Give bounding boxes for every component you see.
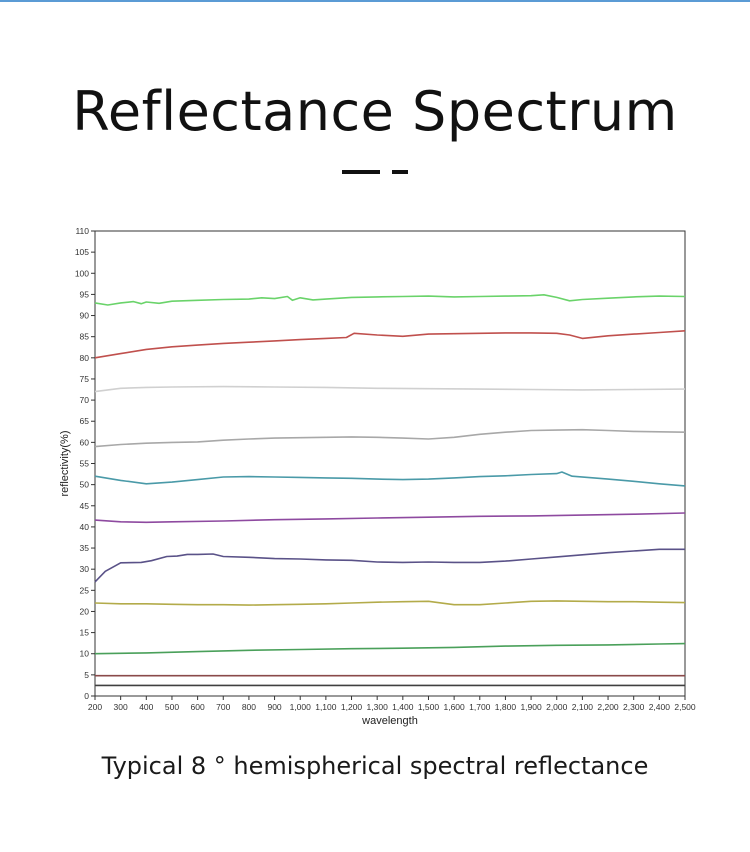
y-tick-label: 75 bbox=[80, 374, 90, 384]
y-tick-label: 0 bbox=[84, 691, 89, 701]
title-dash-long bbox=[342, 170, 380, 174]
series-line-2 bbox=[94, 330, 686, 359]
y-tick-label: 90 bbox=[80, 311, 90, 321]
x-tick-label: 600 bbox=[191, 702, 205, 712]
y-tick-label: 15 bbox=[80, 628, 90, 638]
x-tick-label: 500 bbox=[165, 702, 179, 712]
x-tick-label: 2,300 bbox=[623, 702, 645, 712]
x-tick-label: 1,700 bbox=[469, 702, 491, 712]
y-tick-label: 50 bbox=[80, 480, 90, 490]
x-tick-label: 700 bbox=[216, 702, 230, 712]
y-tick-label: 5 bbox=[84, 670, 89, 680]
x-tick-label: 900 bbox=[267, 702, 281, 712]
top-accent-rule bbox=[0, 0, 750, 2]
y-tick-label: 35 bbox=[80, 543, 90, 553]
x-tick-label: 400 bbox=[139, 702, 153, 712]
x-tick-label: 1,600 bbox=[443, 702, 465, 712]
x-tick-label: 1,200 bbox=[341, 702, 363, 712]
y-tick-label: 100 bbox=[75, 268, 89, 278]
y-tick-label: 55 bbox=[80, 459, 90, 469]
x-tick-label: 1,500 bbox=[418, 702, 440, 712]
page-title: Reflectance Spectrum bbox=[72, 80, 678, 143]
x-tick-label: 1,100 bbox=[315, 702, 337, 712]
y-tick-label: 10 bbox=[80, 649, 90, 659]
x-tick-label: 300 bbox=[114, 702, 128, 712]
y-tick-label: 105 bbox=[75, 247, 89, 257]
x-tick-label: 1,400 bbox=[392, 702, 414, 712]
series-line-5 bbox=[94, 471, 686, 487]
y-axis-label: reflectivity(%) bbox=[59, 430, 71, 496]
series-line-4 bbox=[94, 428, 686, 448]
series-line-3 bbox=[94, 385, 686, 393]
series-line-7 bbox=[94, 548, 685, 583]
x-tick-label: 1,900 bbox=[520, 702, 542, 712]
y-tick-label: 20 bbox=[80, 606, 90, 616]
series-line-8 bbox=[94, 600, 686, 606]
y-tick-label: 25 bbox=[80, 585, 90, 595]
y-tick-label: 95 bbox=[80, 289, 90, 299]
chart-svg: 0 5 10 15 20 25 30 35 40 45 50 55 60 65 70 75 80 85 90 95 10… bbox=[59, 226, 696, 727]
x-tick-label: 2,500 bbox=[674, 702, 696, 712]
y-tick-label: 30 bbox=[80, 564, 90, 574]
x-tick-label: 800 bbox=[242, 702, 256, 712]
y-tick-label: 110 bbox=[75, 226, 89, 236]
title-dash-short bbox=[392, 170, 408, 174]
series-line-9 bbox=[94, 642, 686, 655]
x-tick-label: 1,300 bbox=[367, 702, 389, 712]
y-tick-label: 70 bbox=[80, 395, 90, 405]
x-tick-label: 200 bbox=[88, 702, 102, 712]
y-tick-label: 45 bbox=[80, 501, 90, 511]
y-tick-label: 85 bbox=[80, 332, 90, 342]
y-tick-label: 65 bbox=[80, 416, 90, 426]
x-axis-label: wavelength bbox=[361, 715, 418, 727]
x-tick-label: 2,000 bbox=[546, 702, 568, 712]
series-line-1 bbox=[94, 294, 686, 306]
reflectance-chart: 0 5 10 15 20 25 30 35 40 45 50 55 60 65 70 75 80 85 90 95 10… bbox=[0, 215, 750, 735]
y-tick-label: 60 bbox=[80, 437, 90, 447]
y-tick-label: 80 bbox=[80, 353, 90, 363]
x-tick-label: 2,400 bbox=[649, 702, 671, 712]
chart-caption: Typical 8 ° hemispherical spectral refle… bbox=[101, 752, 649, 780]
plot-frame bbox=[94, 230, 686, 697]
x-tick-label: 1,800 bbox=[495, 702, 517, 712]
x-tick-label: 1,000 bbox=[290, 702, 312, 712]
x-tick-label: 2,100 bbox=[572, 702, 594, 712]
y-tick-label: 40 bbox=[80, 522, 90, 532]
x-tick-label: 2,200 bbox=[597, 702, 619, 712]
series-line-6 bbox=[94, 512, 686, 524]
